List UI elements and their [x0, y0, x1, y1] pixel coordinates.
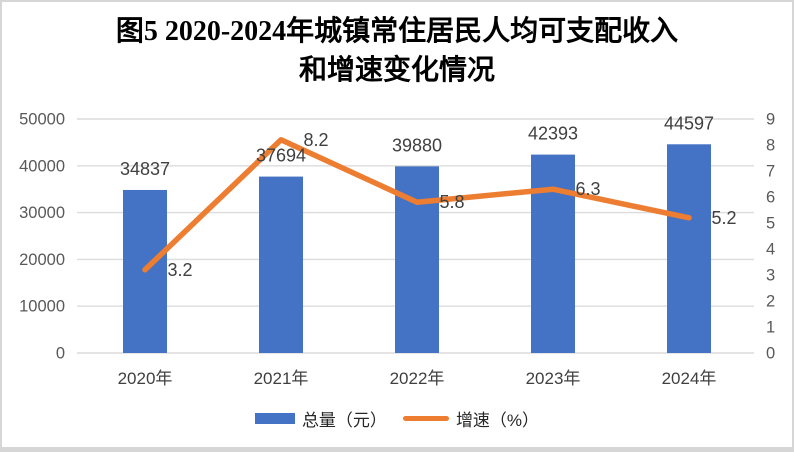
bar-2023年: [531, 154, 575, 353]
line-data-label: 8.2: [303, 130, 328, 150]
chart-title-line1: 图5 2020-2024年城镇常住居民人均可支配收入: [115, 16, 679, 47]
bar-data-label: 34837: [120, 159, 170, 179]
bar-data-label: 37694: [256, 146, 306, 166]
right-axis-tick: 6: [766, 189, 775, 207]
bar-data-label: 42393: [528, 124, 578, 144]
growth-rate-line: [142, 137, 692, 273]
x-axis-label: 2022年: [390, 369, 445, 388]
left-axis-tick: 10000: [19, 298, 65, 316]
right-axis-tick: 8: [766, 137, 775, 155]
left-axis-tick: 20000: [19, 251, 65, 269]
bar-series-swatch-icon: [254, 413, 295, 424]
legend-label-total: 总量（元）: [301, 411, 387, 430]
x-axis-label: 2021年: [254, 369, 309, 388]
legend-item-growth: 增速（%）: [402, 406, 540, 431]
right-axis-tick: 5: [766, 215, 775, 233]
bar-2021年: [259, 176, 303, 353]
left-axis-tick: 30000: [19, 204, 65, 222]
right-axis-tick: 3: [766, 267, 775, 285]
right-axis-tick: 7: [766, 163, 775, 181]
right-axis-tick: 9: [766, 111, 775, 129]
left-axis-tick: 50000: [19, 111, 65, 129]
x-axis-label: 2024年: [662, 369, 717, 388]
x-axis-label: 2020年: [118, 369, 173, 388]
left-axis-tick: 0: [56, 345, 65, 363]
line-data-label: 6.3: [575, 179, 600, 199]
bar-data-label: 44597: [664, 113, 714, 133]
bar-data-label: 39880: [392, 135, 442, 155]
left-axis-tick: 40000: [19, 157, 65, 175]
line-data-label: 3.2: [167, 260, 192, 280]
right-axis-tick: 1: [766, 319, 775, 337]
chart-title: 图5 2020-2024年城镇常住居民人均可支配收入 和增速变化情况: [2, 12, 792, 90]
chart-legend: 总量（元） 增速（%）: [2, 406, 792, 431]
line-data-label: 5.8: [439, 192, 464, 212]
bar-2024年: [667, 144, 711, 353]
line-data-label: 5.2: [711, 208, 736, 228]
x-axis-label: 2023年: [526, 369, 581, 388]
chart-plot-area: 0 10000 20000 30000 40000 50000 0 1 2 3 4 5 6 7 8 9 2020…: [19, 111, 775, 389]
right-axis-tick: 0: [766, 345, 775, 363]
chart-title-line2: 和增速变化情况: [298, 55, 495, 86]
line-series-swatch-icon: [402, 416, 449, 421]
legend-label-growth: 增速（%）: [455, 411, 540, 430]
right-axis-tick: 4: [766, 241, 775, 259]
legend-item-total: 总量（元）: [254, 406, 387, 431]
right-axis-tick: 2: [766, 293, 775, 311]
